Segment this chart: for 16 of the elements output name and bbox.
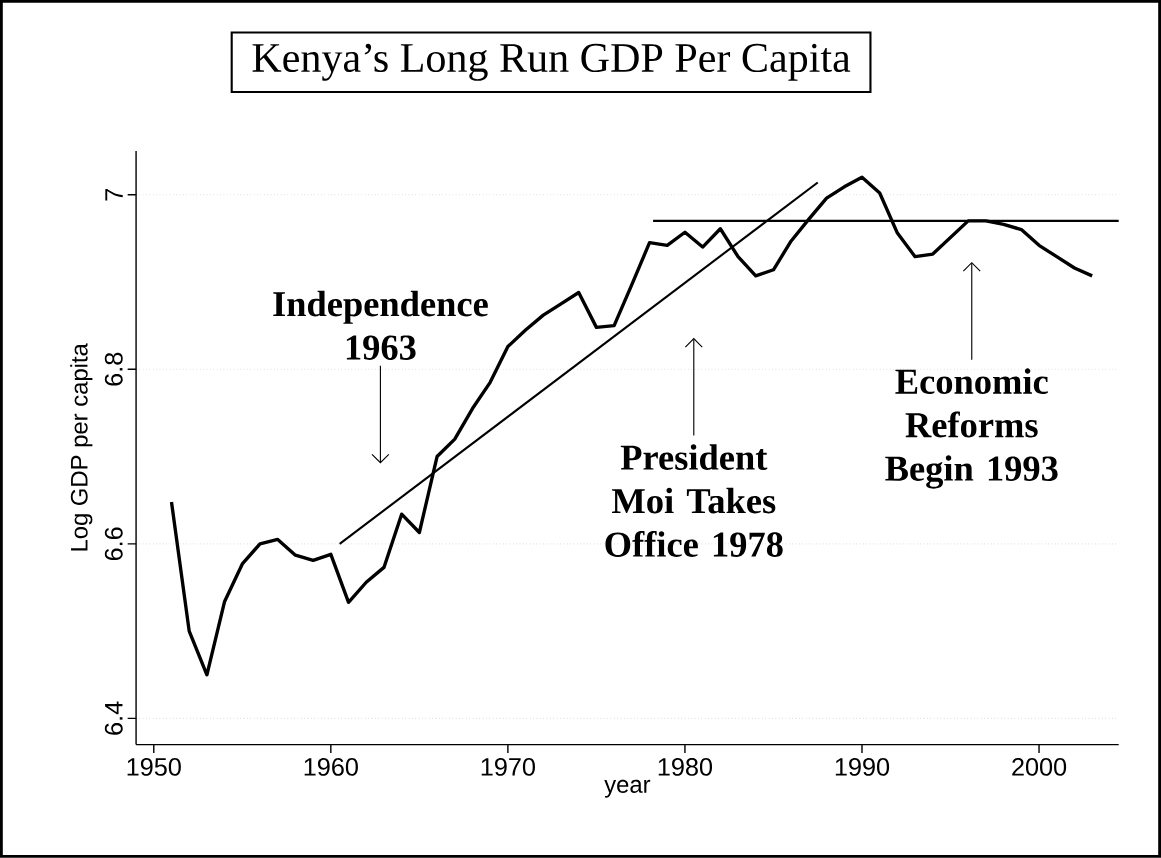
chart-title: Kenya’s Long Run GDP Per Capita bbox=[252, 43, 851, 81]
y-tick-label: 6.4 bbox=[104, 701, 123, 735]
y-tick-label: 6.6 bbox=[104, 527, 123, 561]
x-tick-label: 1950 bbox=[127, 758, 181, 776]
x-tick-label: 1990 bbox=[835, 758, 890, 776]
annotation: Independence 1963 bbox=[273, 290, 488, 360]
y-tick-label: 7 bbox=[105, 189, 123, 201]
x-tick-label: 1980 bbox=[658, 758, 713, 776]
x-axis-title: year bbox=[604, 780, 651, 798]
x-tick-label: 1970 bbox=[481, 758, 535, 776]
x-tick-label: 2000 bbox=[1012, 758, 1067, 776]
y-axis-title: Log GDP per capita bbox=[70, 343, 93, 551]
annotation: President Moi Takes Office 1978 bbox=[605, 444, 783, 558]
y-tick-label: 6.8 bbox=[104, 352, 123, 386]
annotation: Economic Reforms Begin 1993 bbox=[885, 368, 1058, 489]
x-tick-label: 1960 bbox=[304, 758, 358, 776]
